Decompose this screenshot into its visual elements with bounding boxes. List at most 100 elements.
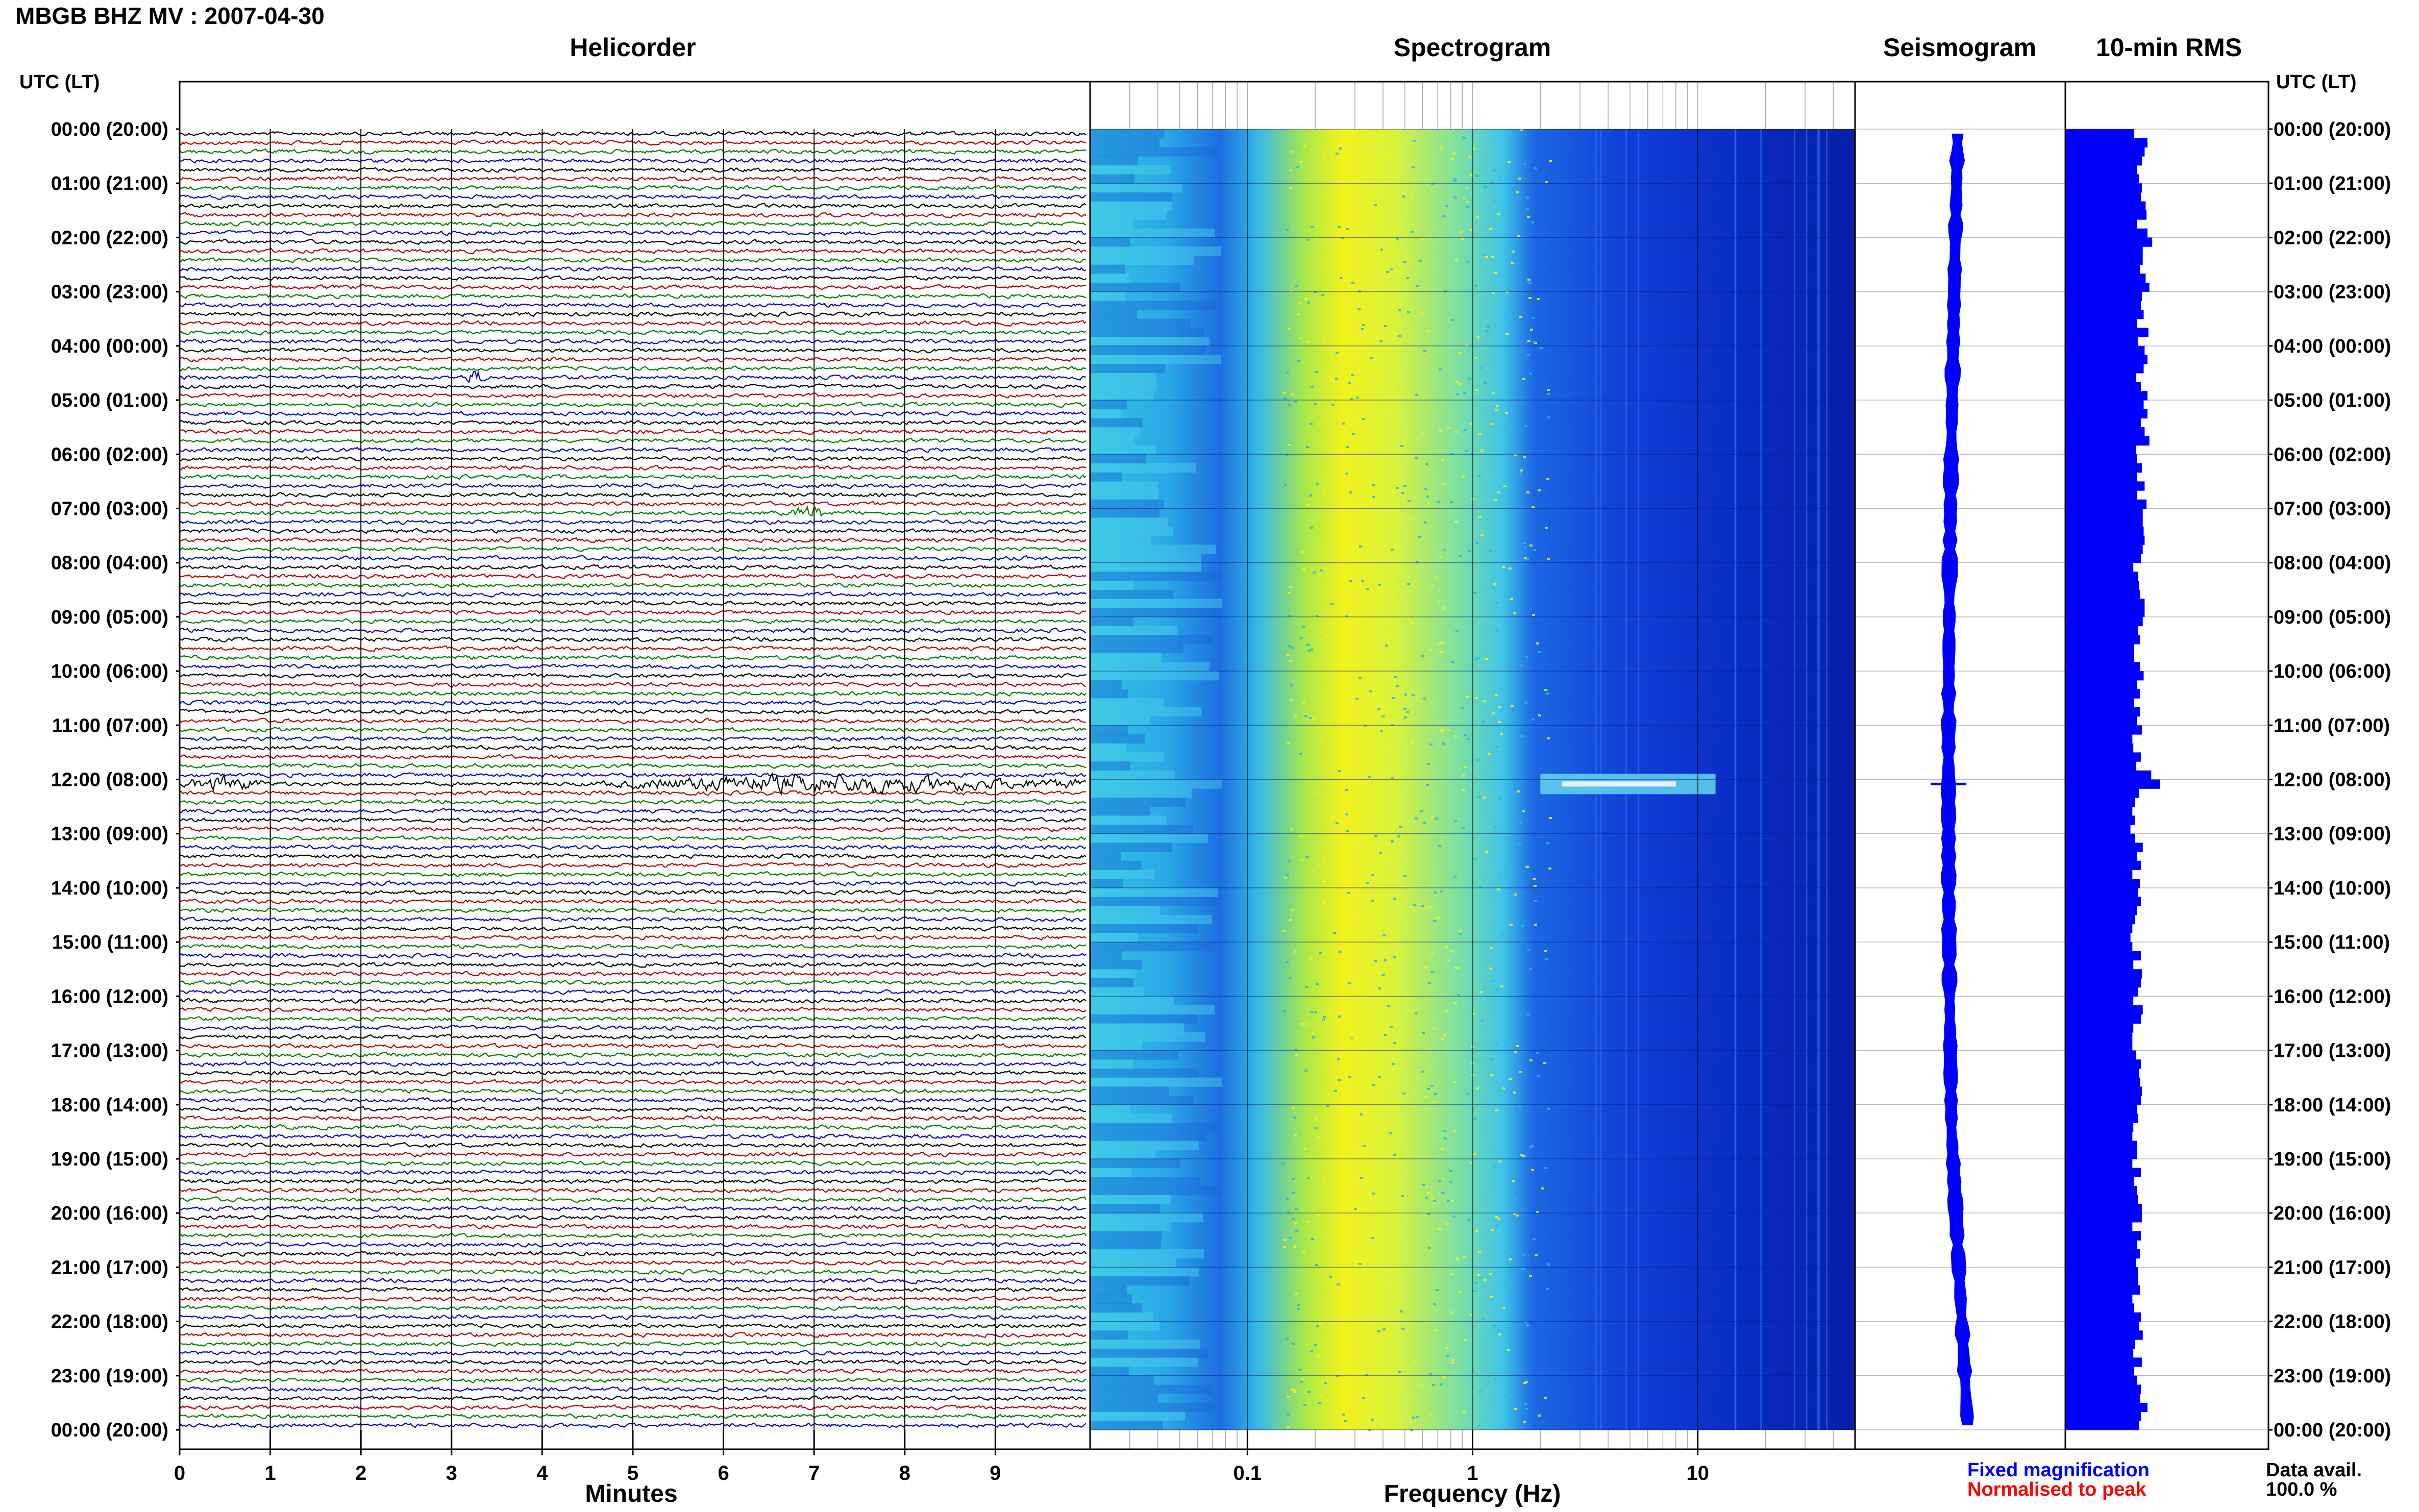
spectrogram-speckle — [1513, 1203, 1516, 1205]
rms-bar — [2065, 1032, 2133, 1042]
rms-bar — [2065, 454, 2137, 464]
spectrogram-row-band — [1090, 1204, 1160, 1213]
spectrogram-speckle — [1287, 1426, 1290, 1428]
spectrogram-row-band — [1090, 1231, 1162, 1241]
time-label-right: 22:00 (18:00) — [2274, 1311, 2391, 1333]
time-label-right: 05:00 (01:00) — [2274, 390, 2391, 411]
spectrogram-speckle — [1345, 615, 1348, 617]
spectrogram-speckle — [1423, 907, 1426, 909]
spectrogram-speckle — [1544, 1397, 1547, 1399]
rms-bar — [2065, 960, 2134, 970]
panel-frames — [179, 81, 2269, 1450]
spectrogram-speckle — [1519, 822, 1522, 824]
time-label-left: 00:00 (20:00) — [51, 1420, 168, 1441]
spectrogram-speckle — [1513, 1213, 1516, 1215]
rms-bar — [2065, 436, 2150, 446]
spectrogram-row-band — [1090, 1249, 1204, 1259]
spectrogram-speckle — [1344, 867, 1347, 869]
spectrogram-speckle — [1436, 1289, 1439, 1291]
spectrogram-row-band — [1090, 228, 1215, 238]
spectrogram-speckle — [1425, 463, 1428, 465]
spectrogram-speckle — [1293, 1390, 1296, 1392]
spectrogram-speckle — [1519, 1268, 1522, 1270]
rms-bar — [2065, 201, 2146, 211]
spectrogram-row-band — [1090, 626, 1177, 635]
spectrogram-speckle — [1392, 582, 1395, 584]
spectrogram-speckle — [1370, 240, 1373, 242]
spectrogram-speckle — [1400, 465, 1403, 467]
spectrogram-speckle — [1408, 618, 1411, 621]
spectrogram-speckle — [1386, 711, 1389, 713]
spectrogram-row-band — [1090, 761, 1130, 771]
spectrogram-speckle — [1328, 415, 1331, 417]
spectrogram-speckle — [1393, 898, 1396, 900]
spectrogram-row-band — [1090, 1384, 1212, 1394]
minute-tick-label: 1 — [264, 1462, 276, 1484]
spectrogram-speckle — [1337, 229, 1340, 231]
spectrogram-speckle — [1447, 729, 1450, 731]
time-label-right: 02:00 (22:00) — [2274, 227, 2391, 249]
spectrogram-speckle — [1489, 550, 1492, 552]
spectrogram-speckle — [1507, 1349, 1510, 1351]
spectrogram-speckle — [1295, 285, 1298, 287]
spectrogram-speckle — [1462, 827, 1465, 829]
spectrogram-speckle — [1525, 1408, 1528, 1410]
spectrogram-speckle — [1369, 1383, 1372, 1385]
spectrogram-speckle — [1318, 726, 1321, 728]
rms-plot — [2065, 129, 2268, 1430]
spectrogram-speckle — [1299, 835, 1302, 837]
spectrogram-speckle — [1317, 1214, 1320, 1216]
spectrogram-speckle — [1476, 175, 1479, 177]
spectrogram-speckle — [1292, 1192, 1295, 1194]
spectrogram-speckle — [1283, 1246, 1286, 1248]
spectrogram-speckle — [1287, 1211, 1290, 1213]
spectrogram-speckle — [1528, 297, 1532, 299]
spectrogram-speckle — [1454, 1002, 1457, 1004]
spectrogram-speckle — [1416, 561, 1419, 563]
spectrogram-row-band — [1090, 1032, 1205, 1042]
spectrogram-speckle — [1475, 697, 1478, 699]
spectrogram-speckle — [1464, 766, 1467, 768]
spectrogram-speckle — [1546, 692, 1549, 695]
spectrogram-speckle — [1441, 1038, 1444, 1040]
spectrogram-speckle — [1526, 196, 1529, 199]
spectrogram-speckle — [1326, 1105, 1329, 1107]
spectrogram-speckle — [1440, 1383, 1443, 1385]
spectrogram-speckle — [1310, 1350, 1313, 1352]
spectrogram-speckle — [1462, 775, 1465, 777]
spectrogram-speckle — [1419, 260, 1422, 262]
spectrogram-speckle — [1385, 1086, 1388, 1088]
spectrogram-speckle — [1284, 877, 1287, 879]
spectrogram-row-band — [1090, 752, 1164, 762]
spectrogram-row-band — [1090, 301, 1216, 310]
spectrogram-speckle — [1503, 485, 1507, 487]
rms-bar — [2065, 508, 2143, 518]
spectrogram-speckle — [1413, 909, 1416, 911]
rms-bar — [2065, 1050, 2136, 1060]
spectrogram-speckle — [1334, 1090, 1337, 1092]
spectrogram-speckle — [1425, 1197, 1428, 1199]
time-label-right: 03:00 (23:00) — [2274, 282, 2391, 303]
rms-bar — [2065, 969, 2142, 979]
rms-bar — [2065, 716, 2137, 726]
spectrogram-speckle — [1433, 920, 1436, 922]
spectrogram-speckle — [1429, 649, 1432, 651]
spectrogram-speckle — [1522, 1268, 1525, 1270]
spectrogram-speckle — [1424, 488, 1427, 490]
rms-bar — [2065, 1267, 2138, 1277]
spectrogram-speckle — [1415, 1012, 1418, 1014]
spectrogram-speckle — [1415, 817, 1418, 820]
spectrogram-speckle — [1360, 1177, 1363, 1179]
spectrogram-row-band — [1090, 427, 1140, 437]
spectrogram-speckle — [1322, 880, 1325, 882]
spectrogram-row-band — [1090, 616, 1133, 627]
spectrogram-speckle — [1312, 989, 1315, 991]
spectrogram-row-band — [1090, 1321, 1159, 1331]
time-label-right: 12:00 (08:00) — [2274, 770, 2391, 791]
spectrogram-speckle — [1527, 354, 1530, 356]
spectrogram-speckle — [1492, 292, 1495, 294]
rms-bar — [2065, 1141, 2137, 1150]
spectrogram-row-band — [1090, 508, 1159, 518]
spectrogram-speckle — [1387, 562, 1390, 564]
spectrogram-speckle — [1360, 554, 1363, 556]
